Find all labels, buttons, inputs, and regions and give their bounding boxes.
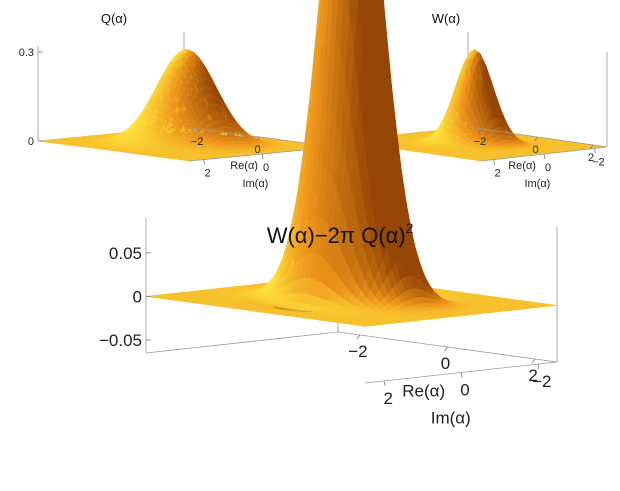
y-axis-label: Im(α) xyxy=(524,178,550,190)
z-tick-label: 0.3 xyxy=(19,47,34,59)
x-axis-label: Re(α) xyxy=(230,160,258,172)
surface-mesh xyxy=(341,49,608,162)
x-tick-label: −2 xyxy=(191,136,204,148)
y-tick-label: 2 xyxy=(205,168,211,180)
surface-mesh xyxy=(37,49,336,162)
y-tick-label: 2 xyxy=(495,168,501,180)
y-tick-label: −2 xyxy=(592,156,605,168)
plot-title: Q(α) xyxy=(101,11,127,26)
plot-title: W(α) xyxy=(432,11,460,26)
x-axis-label: Re(α) xyxy=(508,160,536,172)
y-tick-label: 0 xyxy=(263,162,269,174)
z-tick-label: 0 xyxy=(28,136,34,148)
y-axis-label: Im(α) xyxy=(242,178,268,190)
x-tick-label: −2 xyxy=(474,136,487,148)
surface-mesh xyxy=(145,0,558,327)
x-tick-label: 0 xyxy=(532,144,538,156)
x-tick-label: 0 xyxy=(254,144,260,156)
y-tick-label: 0 xyxy=(545,162,551,174)
